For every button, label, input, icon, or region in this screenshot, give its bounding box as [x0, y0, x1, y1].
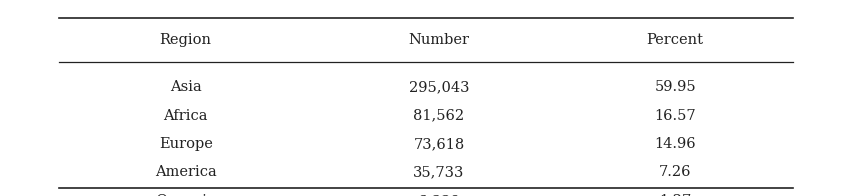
Text: Asia: Asia: [170, 80, 202, 94]
Text: Europe: Europe: [159, 137, 213, 151]
Text: 35,733: 35,733: [414, 165, 464, 180]
Text: 16.57: 16.57: [654, 109, 696, 123]
Text: 7.26: 7.26: [659, 165, 691, 180]
Text: America: America: [154, 165, 217, 180]
Text: 73,618: 73,618: [414, 137, 464, 151]
Text: Percent: Percent: [647, 33, 704, 47]
Text: 1.27: 1.27: [659, 194, 691, 196]
Text: Number: Number: [408, 33, 469, 47]
Text: 295,043: 295,043: [408, 80, 469, 94]
Text: 6,229: 6,229: [418, 194, 460, 196]
Text: Africa: Africa: [164, 109, 208, 123]
Text: Oceania: Oceania: [155, 194, 216, 196]
Text: 81,562: 81,562: [414, 109, 464, 123]
Text: 14.96: 14.96: [654, 137, 696, 151]
Text: 59.95: 59.95: [654, 80, 696, 94]
Text: Region: Region: [160, 33, 212, 47]
